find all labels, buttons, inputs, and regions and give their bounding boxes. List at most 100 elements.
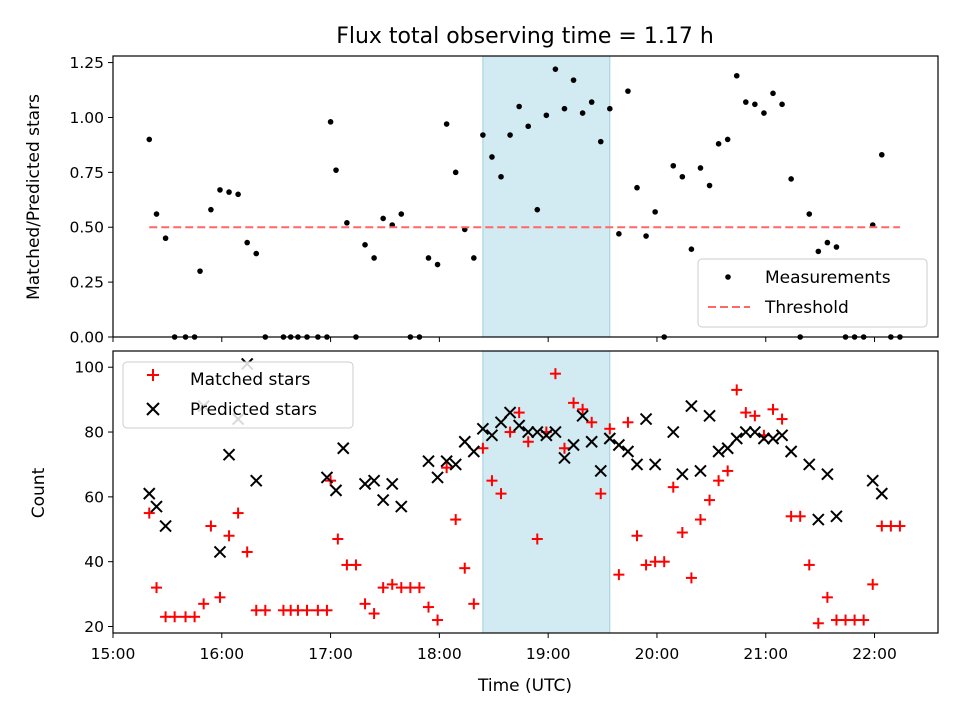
measurement-point [779, 101, 785, 108]
predicted-star-point [594, 464, 607, 478]
measurement-point [253, 250, 260, 257]
predicted-star-point [639, 412, 653, 426]
matched-star-point [368, 608, 380, 620]
predicted-star-point [748, 425, 762, 439]
matched-star-point [640, 559, 652, 571]
legend-matched-marker [147, 369, 159, 381]
y-tick-label: 80 [84, 424, 104, 442]
count-legend: Matched stars Predicted stars [122, 361, 354, 429]
measurement-point [489, 154, 495, 160]
predicted-star-point [775, 429, 789, 442]
matched-star-point [704, 494, 716, 506]
x-axis-label: Time (UTC) [477, 676, 572, 696]
matched-star-point [223, 530, 235, 542]
matched-star-point [821, 591, 833, 603]
x-tick-label: 18:00 [417, 645, 462, 663]
matched-star-point [577, 403, 589, 415]
predicted-star-point [821, 467, 834, 481]
matched-star-point [241, 546, 253, 558]
y-tick-label: 60 [84, 488, 104, 506]
predicted-star-point [494, 416, 508, 429]
predicted-star-point [395, 500, 408, 513]
predicted-star-point [159, 519, 172, 533]
matched-star-point [676, 527, 688, 539]
measurement-point [362, 241, 368, 248]
matched-star-point [667, 481, 679, 493]
matched-star-point [386, 578, 398, 590]
measurement-point [146, 136, 153, 143]
measurement-point [616, 231, 622, 237]
measurement-point [534, 206, 541, 213]
count-plot-frame [112, 350, 939, 634]
measurement-point [452, 169, 459, 176]
matched-star-point [812, 617, 824, 629]
measurement-point [806, 211, 813, 217]
predicted-star-point [320, 471, 334, 484]
measurement-point [715, 141, 722, 147]
predicted-star-point [250, 474, 263, 487]
measurement-point [588, 99, 595, 105]
measurement-point [697, 165, 704, 171]
measurement-point [815, 248, 822, 255]
measurement-point [425, 255, 432, 261]
measurement-point [208, 206, 214, 213]
measurement-point [634, 184, 640, 191]
matched-star-point [359, 598, 371, 610]
matched-star-point [713, 475, 725, 487]
measurement-point [752, 101, 758, 108]
matched-star-point [522, 436, 534, 448]
count-y-axis-label: Count [29, 467, 49, 518]
matched-star-point [477, 442, 489, 454]
predicted-star-point [766, 432, 780, 445]
predicted-star-point [143, 487, 156, 500]
predicted-star-point [866, 474, 879, 487]
measurement-point [625, 88, 631, 94]
measurement-point [516, 103, 522, 110]
matched-star-point [441, 462, 453, 474]
measurement-point [380, 215, 386, 222]
predicted-star-point [803, 458, 816, 471]
matched-star-point [301, 604, 313, 616]
count-axis-ticks: 20 40 60 80 100 15:00 16:00 17:00 18:00 19:00 20:0… [74, 359, 896, 663]
predicted-star-point [458, 435, 471, 448]
predicted-star-point [721, 442, 734, 455]
measurement-point [652, 209, 658, 215]
y-tick-label: 1.00 [69, 109, 104, 127]
matched-star-point [722, 465, 734, 477]
highlight-span-rect [482, 55, 611, 338]
matched-star-point [685, 572, 697, 584]
predicted-star-point [549, 425, 562, 439]
matched-star-point [622, 416, 634, 428]
matched-star-point [198, 598, 210, 610]
x-tick-label: 19:00 [526, 645, 571, 663]
matched-star-point [495, 488, 507, 500]
matched-star-point [504, 426, 516, 438]
matched-star-point [413, 582, 425, 594]
predicted-star-point [329, 484, 343, 497]
matched-star-point [867, 578, 879, 590]
measurement-point [153, 211, 160, 217]
matched-star-point [531, 533, 543, 545]
matched-star-point [468, 598, 480, 610]
predicted-star-point [512, 419, 526, 432]
predicted-star-point [621, 445, 635, 458]
matched-star-point [894, 520, 906, 532]
observing-window-span [482, 350, 611, 634]
predicted-star-point [875, 487, 888, 500]
y-tick-label: 0.25 [69, 274, 104, 292]
predicted-star-point [830, 510, 843, 523]
measurement-point [607, 105, 613, 112]
matched-star-point [749, 410, 761, 422]
predicted-star-point [739, 425, 753, 439]
matched-star-point [232, 507, 244, 519]
matched-star-point [776, 413, 788, 425]
matched-star-point [803, 559, 815, 571]
matched-star-point [422, 601, 434, 613]
matched-star-point [259, 604, 271, 616]
matched-star-point [143, 507, 155, 519]
measurement-point [597, 138, 604, 145]
y-tick-label: 0.00 [69, 329, 104, 347]
matched-star-point [377, 582, 389, 594]
